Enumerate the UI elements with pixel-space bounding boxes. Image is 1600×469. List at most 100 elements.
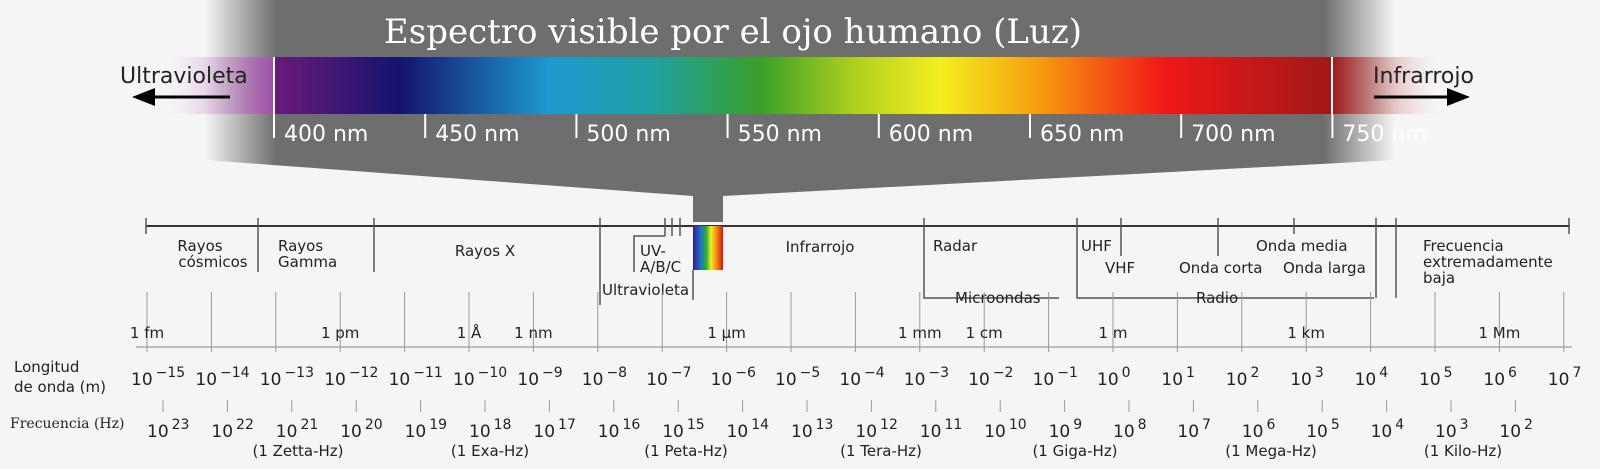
frequency-exponent-label: 10 12 bbox=[855, 417, 897, 442]
infrared-end-label: Infrarrojo bbox=[1373, 64, 1474, 89]
gamma-rays-label-2: Gamma bbox=[278, 253, 337, 271]
frequency-unit-label: (1 Peta-Hz) bbox=[644, 442, 727, 460]
visible-tick-label: 700 nm bbox=[1191, 122, 1275, 147]
wavelength-exponent-label: 10 −2 bbox=[968, 365, 1013, 390]
wavelength-exponent-label: 10 −13 bbox=[260, 365, 314, 390]
frequency-ticks bbox=[162, 400, 1516, 412]
wavelength-label-1: Longitud bbox=[14, 358, 79, 376]
frequency-exponent-label: 10 6 bbox=[1242, 417, 1276, 442]
uv-abc-label-2: A/B/C bbox=[640, 258, 681, 276]
vhf-label: VHF bbox=[1105, 259, 1135, 277]
gamma-rays-label-1: Rayos bbox=[278, 237, 323, 255]
wavelength-unit-label: 1 nm bbox=[514, 324, 552, 342]
shortwave-label: Onda corta bbox=[1179, 259, 1262, 277]
frequency-exponent-label: 10 16 bbox=[598, 417, 641, 442]
right-arrow-icon bbox=[1374, 88, 1470, 106]
frequency-exponent-label: 10 8 bbox=[1113, 417, 1147, 442]
visible-tick-label: 650 nm bbox=[1040, 122, 1124, 147]
wavelength-unit-label: 1 cm bbox=[966, 324, 1003, 342]
wavelength-unit-labels: 1 fm 1 pm 1 Å 1 nm 1 µm 1 mm 1 cm 1 m 1 km 1 Mm bbox=[130, 323, 1520, 342]
visible-nm-ticks: 400 nm 450 nm 500 nm 550 nm 600 nm 650 nm 700 … bbox=[273, 114, 1427, 147]
uhf-label: UHF bbox=[1081, 237, 1112, 255]
frequency-exponent-label: 10 15 bbox=[662, 417, 704, 442]
wavelength-unit-label: 1 fm bbox=[130, 324, 164, 342]
elf-label-3: baja bbox=[1423, 269, 1455, 287]
visible-tick-label: 500 nm bbox=[586, 122, 670, 147]
frequency-exponent-label: 10 13 bbox=[791, 417, 833, 442]
microwaves-label: Microondas bbox=[955, 289, 1041, 307]
wavelength-exponent-label: 10 −9 bbox=[517, 365, 562, 390]
frequency-unit-label: (1 Mega-Hz) bbox=[1225, 442, 1316, 460]
wavelength-exponent-label: 10 −10 bbox=[453, 365, 507, 390]
frequency-exponent-label: 10 7 bbox=[1177, 417, 1211, 442]
wavelength-unit-label: 1 pm bbox=[321, 324, 359, 342]
visible-tick-label: 450 nm bbox=[435, 122, 519, 147]
diagram-title: Espectro visible por el ojo humano (Luz) bbox=[384, 12, 1082, 52]
wavelength-exponent-label: 10 3 bbox=[1290, 365, 1324, 390]
visible-spectrum-band bbox=[274, 57, 1332, 114]
wavelength-exponent-label: 10 4 bbox=[1355, 365, 1389, 390]
frequency-exponent-label: 10 18 bbox=[469, 417, 511, 442]
wavelength-exponent-label: 10 7 bbox=[1548, 365, 1582, 390]
xray-label: Rayos X bbox=[455, 242, 515, 260]
frequency-unit-label: (1 Tera-Hz) bbox=[840, 442, 922, 460]
wavelength-unit-label: 1 mm bbox=[898, 324, 942, 342]
wavelength-label-2: de onda (m) bbox=[14, 378, 106, 396]
frequency-exponent-label: 10 2 bbox=[1499, 417, 1533, 442]
wavelength-exponent-label: 10 −4 bbox=[839, 365, 884, 390]
wavelength-exponent-label: 10 −5 bbox=[775, 365, 820, 390]
frequency-exponent-labels: 10 23 10 22 10 21 10 20 10 19 10 18 10 17 10 16 10 15 10 14… bbox=[147, 417, 1533, 442]
wavelength-exponent-label: 10 −7 bbox=[646, 365, 691, 390]
wavelength-exponent-labels: 10 −15 10 −14 10 −13 10 −12 10 −11 10 −10 10 −9 10 −8 10… bbox=[131, 365, 1581, 390]
frequency-unit-labels: (1 Zetta-Hz) (1 Exa-Hz) (1 Peta-Hz) (1 Tera… bbox=[252, 442, 1502, 460]
wavelength-exponent-label: 10 −12 bbox=[324, 365, 378, 390]
frequency-exponent-label: 10 11 bbox=[920, 417, 962, 442]
ultraviolet-end-label: Ultravioleta bbox=[120, 64, 248, 89]
wavelength-exponent-label: 10 5 bbox=[1419, 365, 1453, 390]
frequency-exponent-label: 10 3 bbox=[1435, 417, 1469, 442]
frequency-unit-label: (1 Kilo-Hz) bbox=[1424, 442, 1502, 460]
band-labels: Rayos cósmicos Rayos Gamma Rayos X UV- A… bbox=[177, 237, 1552, 307]
wavelength-unit-label: 1 Mm bbox=[1478, 324, 1520, 342]
radar-label: Radar bbox=[933, 237, 978, 255]
wavelength-unit-label: 1 m bbox=[1099, 324, 1128, 342]
wavelength-exponent-label: 10 −14 bbox=[195, 365, 249, 390]
wavelength-exponent-label: 10 −1 bbox=[1033, 365, 1078, 390]
frequency-unit-label: (1 Giga-Hz) bbox=[1032, 442, 1117, 460]
radio-label: Radio bbox=[1196, 289, 1238, 307]
wavelength-exponent-label: 10 −11 bbox=[389, 365, 443, 390]
mediumwave-label: Onda media bbox=[1256, 237, 1348, 255]
frequency-exponent-label: 10 17 bbox=[533, 417, 575, 442]
wavelength-exponent-label: 10 −8 bbox=[582, 365, 627, 390]
visible-tick-label: 550 nm bbox=[738, 122, 822, 147]
frequency-exponent-label: 10 5 bbox=[1306, 417, 1340, 442]
frequency-unit-label: (1 Zetta-Hz) bbox=[252, 442, 343, 460]
ultraviolet-label: Ultravioleta bbox=[602, 281, 689, 299]
frequency-exponent-label: 10 10 bbox=[984, 417, 1026, 442]
frequency-exponent-label: 10 4 bbox=[1371, 417, 1405, 442]
frequency-exponent-label: 10 9 bbox=[1049, 417, 1083, 442]
uv-abc-label-1: UV- bbox=[640, 242, 666, 260]
band-dividers bbox=[145, 218, 1570, 305]
wavelength-exponent-label: 10 6 bbox=[1483, 365, 1517, 390]
cosmic-rays-label-2: cósmicos bbox=[178, 253, 247, 271]
visible-tick-label: 750 nm bbox=[1342, 122, 1426, 147]
infrared-label: Infrarrojo bbox=[786, 238, 855, 256]
frequency-unit-label: (1 Exa-Hz) bbox=[451, 442, 529, 460]
frequency-exponent-label: 10 23 bbox=[147, 417, 189, 442]
wavelength-exponent-label: 10 1 bbox=[1161, 365, 1195, 390]
longwave-label: Onda larga bbox=[1283, 259, 1366, 277]
wavelength-ticks bbox=[146, 292, 1565, 352]
visible-tick-label: 600 nm bbox=[889, 122, 973, 147]
wavelength-unit-label: 1 Å bbox=[457, 323, 482, 342]
wavelength-unit-label: 1 µm bbox=[707, 324, 745, 342]
frequency-exponent-label: 10 21 bbox=[276, 417, 318, 442]
cosmic-rays-label-1: Rayos bbox=[177, 237, 222, 255]
wavelength-exponent-label: 10 −3 bbox=[904, 365, 949, 390]
wavelength-unit-label: 1 km bbox=[1287, 324, 1325, 342]
wavelength-exponent-label: 10 −6 bbox=[711, 365, 756, 390]
wavelength-exponent-label: 10 −15 bbox=[131, 365, 185, 390]
frequency-exponent-label: 10 22 bbox=[211, 417, 253, 442]
